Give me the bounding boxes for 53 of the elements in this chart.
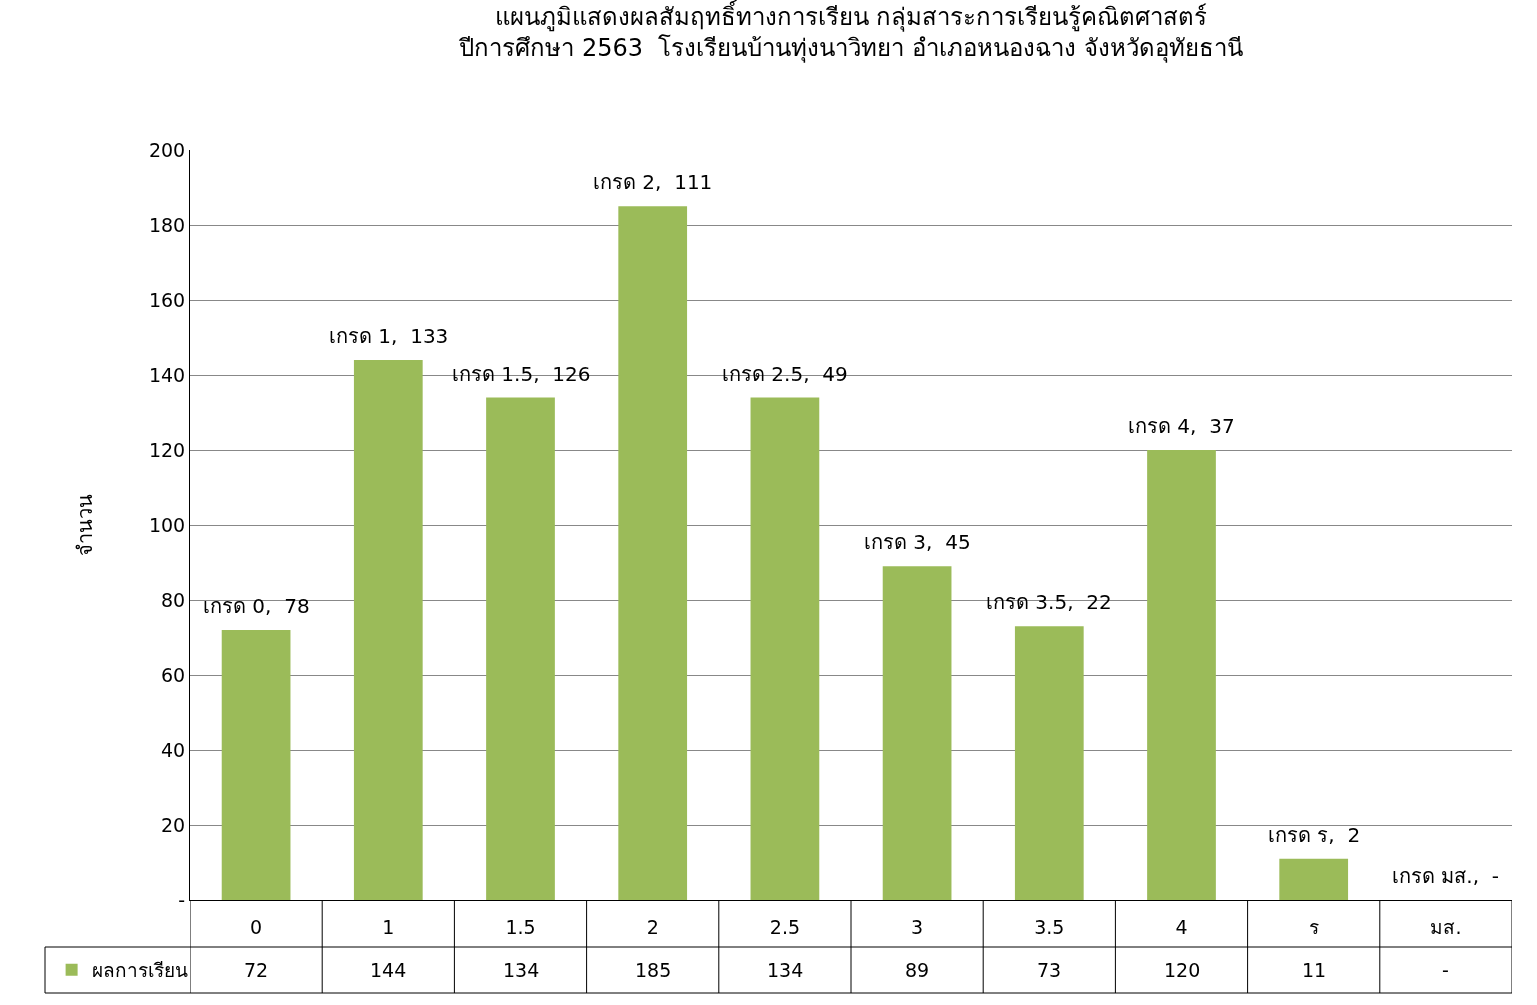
- annotation: เกรด 4, 37: [1128, 414, 1235, 438]
- bar: [1014, 626, 1084, 900]
- x-tick-label: 3: [911, 915, 924, 938]
- y-tick-label: 200: [148, 138, 186, 161]
- y-tick-label: 60: [161, 663, 186, 686]
- y-tick-label: 20: [161, 813, 186, 836]
- bar: [618, 206, 688, 900]
- y-tick-label: 80: [161, 588, 186, 611]
- x-tick-label: 4: [1175, 915, 1188, 938]
- annotation: เกรด 2, 111: [593, 170, 713, 194]
- data-label: 134: [503, 959, 540, 981]
- annotation: เกรด มส., -: [1392, 864, 1500, 888]
- annotation: เกรด 1, 133: [329, 324, 449, 348]
- data-label: 89: [905, 959, 930, 981]
- y-tick-label: 160: [148, 288, 186, 311]
- x-tick-label: 1.5: [505, 915, 536, 938]
- data-label: 144: [370, 959, 407, 981]
- bar: [353, 360, 423, 900]
- y-tick-label: 100: [148, 513, 186, 536]
- x-tick-label: ร: [1308, 915, 1319, 938]
- annotation: เกรด 1.5, 126: [452, 362, 591, 386]
- bar: [750, 397, 820, 900]
- bar: [1147, 450, 1216, 900]
- y-tick-label: -: [178, 888, 186, 911]
- annotation: เกรด 3.5, 22: [986, 590, 1112, 614]
- annotation: เกรด 3, 45: [864, 530, 971, 554]
- x-tick-label: 2: [646, 915, 659, 938]
- bar: [1279, 858, 1349, 900]
- data-label: 11: [1302, 959, 1327, 981]
- x-tick-label: 3.5: [1034, 915, 1065, 938]
- chart-title: แผนภูมิแสดงผลสัมฤทธิ์ทางการเรียน กลุ่มสาระการเรียนรู้คณิตศาสตร์ ปีการศึกษา 2563 โรงเรียนบ้านทุ่งนาวิทยา อำเภอหนองฉาง จังหวัดอุทัยธานี: [458, 0, 1243, 64]
- annotation: เกรด ร, 2: [1268, 823, 1361, 847]
- legend-label: ผลการเรียน: [91, 959, 188, 982]
- text: -: [1442, 959, 1449, 981]
- annotation: เกรด 2.5, 49: [722, 362, 848, 386]
- annotation: เกรด 0, 78: [203, 594, 310, 618]
- x-tick-label: มส.: [1430, 915, 1462, 938]
- x-tick-label: 1: [382, 915, 395, 938]
- data-label: 73: [1037, 959, 1062, 981]
- x-tick-label: 2.5: [769, 915, 801, 938]
- y-tick-label: 120: [148, 438, 186, 461]
- bar: [221, 630, 291, 900]
- data-label: 72: [244, 959, 269, 981]
- data-label: 120: [1164, 959, 1201, 981]
- y-tick-label: 140: [148, 363, 186, 386]
- y-axis-title: จำนวน: [73, 494, 98, 556]
- x-tick-label: 0: [250, 915, 263, 938]
- y-tick-label: 40: [161, 738, 186, 761]
- y-tick-label: 180: [148, 213, 186, 236]
- data-label: 134: [767, 959, 804, 981]
- bar: [486, 397, 555, 900]
- data-label: 185: [635, 959, 672, 981]
- bar: [882, 566, 952, 900]
